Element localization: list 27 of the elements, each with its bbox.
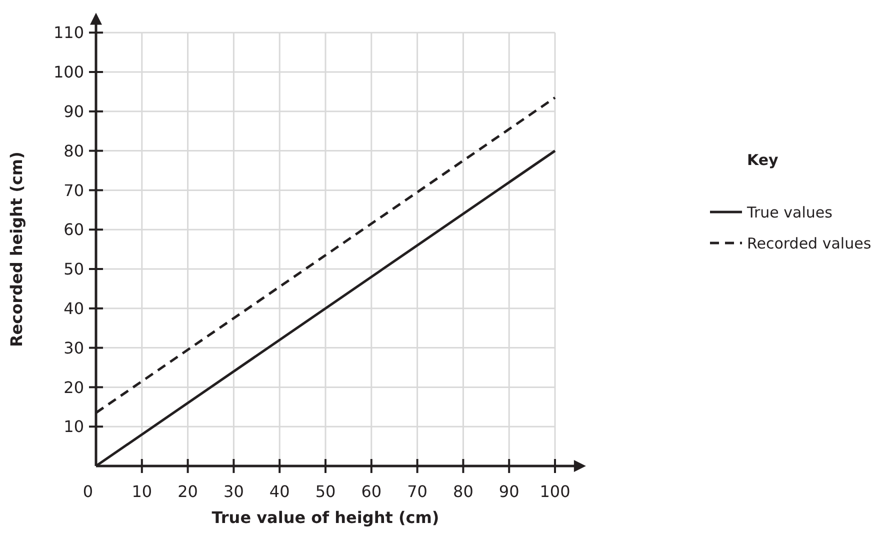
y-tick-label: 20: [64, 378, 84, 397]
y-tick-label: 70: [64, 180, 84, 200]
x-tick-label: 10: [132, 482, 152, 501]
y-tick-label: 60: [64, 220, 84, 240]
y-axis-title: Recorded height (cm): [7, 152, 26, 348]
y-tick-label: 110: [53, 23, 84, 42]
x-tick-label: 50: [315, 482, 336, 501]
x-tick-label: 30: [224, 482, 244, 501]
x-tick-label: 40: [269, 482, 290, 501]
legend-label: Recorded values: [747, 234, 872, 252]
y-tick-label: 40: [64, 299, 84, 318]
y-tick-label: 90: [64, 102, 84, 121]
x-tick-label: 80: [453, 482, 474, 501]
x-tick-label: 60: [361, 482, 382, 501]
x-tick-label: 20: [178, 482, 198, 501]
x-tick-label: 70: [407, 482, 428, 501]
legend-label: True values: [746, 203, 833, 222]
y-tick-label: 10: [64, 417, 84, 436]
legend-title: Key: [747, 151, 779, 169]
y-tick-label: 50: [64, 260, 84, 279]
y-tick-label: 80: [64, 141, 84, 160]
x-tick-label: 90: [498, 482, 520, 501]
y-tick-label: 100: [53, 62, 84, 82]
x-tick-label: 100: [540, 482, 570, 501]
y-tick-label: 30: [64, 338, 84, 358]
x-axis-title: True value of height (cm): [212, 508, 440, 527]
x-tick-label: 0: [82, 482, 94, 501]
